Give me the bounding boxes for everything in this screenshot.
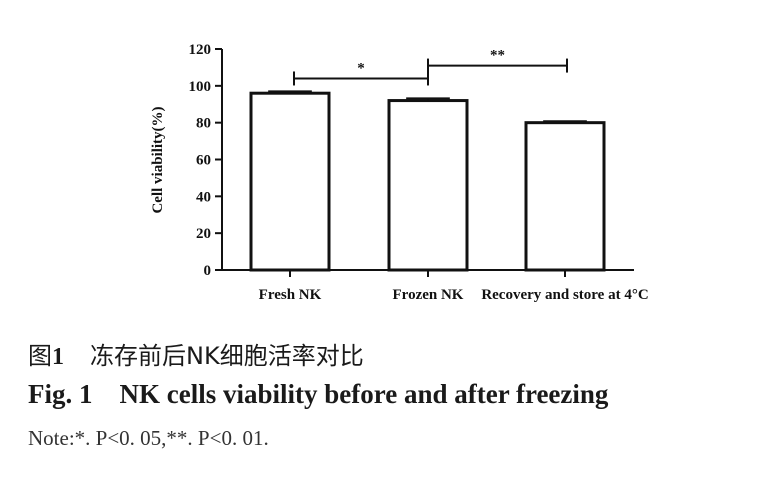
bar (249, 91, 331, 272)
y-axis: 0 20 40 60 80 100 120 (189, 42, 223, 279)
significance-brackets: *** (293, 48, 568, 86)
figure-note: Note:*. P<0. 05,**. P<0. 01. (28, 426, 269, 450)
caption-cn-label: 图 (28, 342, 52, 370)
y-tick-label: 60 (196, 153, 211, 169)
bars (249, 90, 606, 272)
x-tick-label: Frozen NK (393, 287, 464, 303)
bar (387, 99, 469, 272)
figure-caption-chinese: 图1 冻存前后NK细胞活率对比 (28, 336, 364, 371)
y-tick-label: 120 (189, 42, 212, 58)
y-axis-label: Cell viability(%) (150, 106, 166, 213)
significance-label: ** (490, 48, 505, 64)
caption-cn-text: 冻存前后NK细胞活率对比 (90, 342, 364, 370)
y-tick-label: 40 (196, 189, 211, 205)
y-tick-label: 0 (204, 263, 212, 279)
significance-label: * (357, 60, 365, 76)
x-axis: Fresh NK Frozen NK Recovery and store at 4… (222, 269, 649, 303)
x-tick-label: Fresh NK (259, 287, 322, 303)
caption-cn-number: 1 (52, 344, 64, 370)
figure-caption-english: Fig. 1 NK cells viability before and aft… (28, 379, 609, 409)
x-tick-label: Recovery and store at 4°C (481, 287, 648, 303)
y-tick-label: 20 (196, 226, 211, 242)
y-tick-label: 100 (189, 79, 212, 95)
y-tick-label: 80 (196, 116, 211, 132)
bar-chart: Cell viability(%) 0 20 40 60 80 100 120 Fresh … (150, 42, 649, 303)
bar (524, 121, 606, 272)
